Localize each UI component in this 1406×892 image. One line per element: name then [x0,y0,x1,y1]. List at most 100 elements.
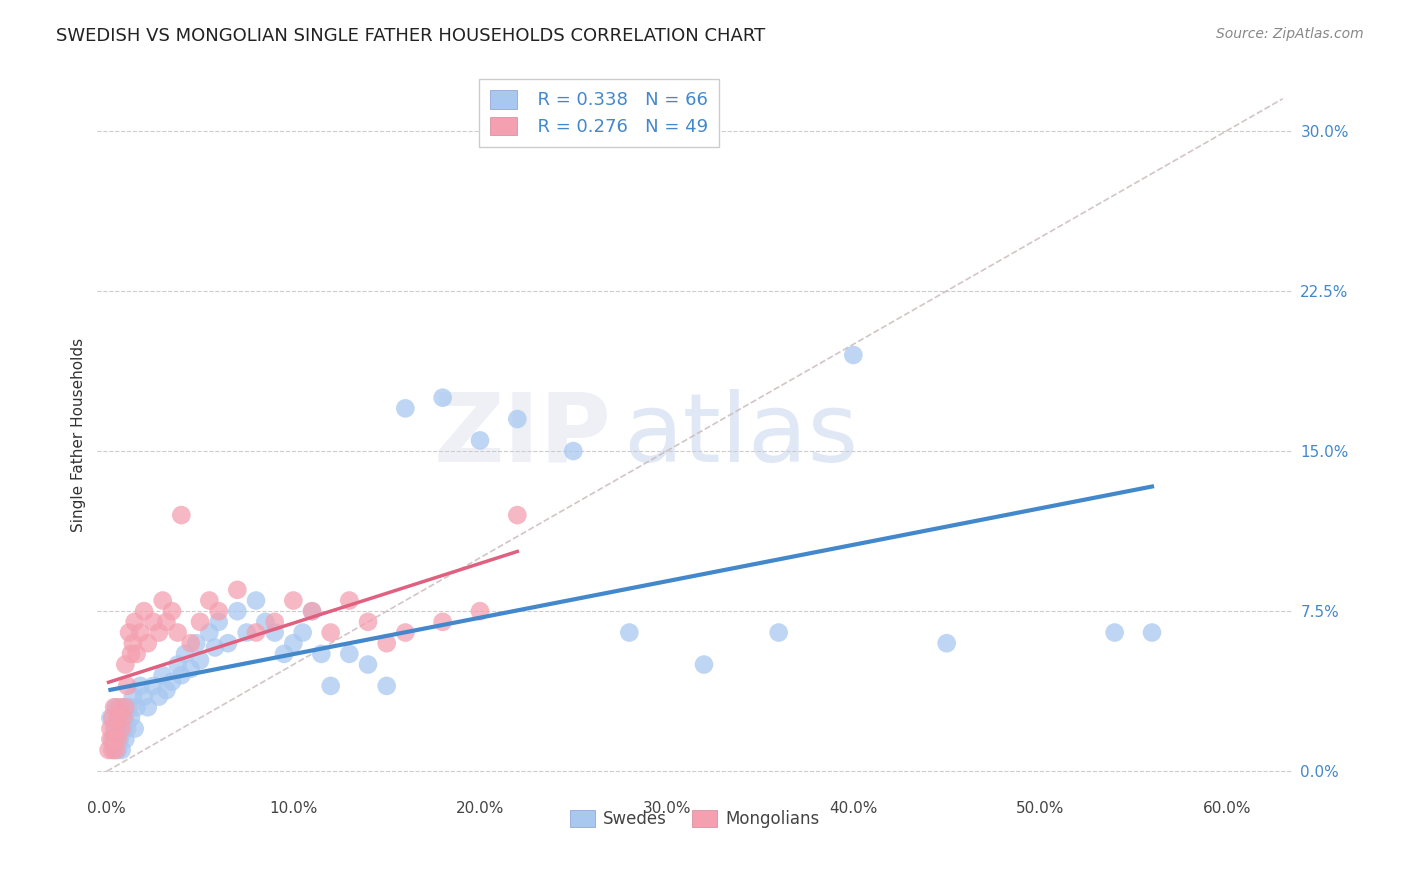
Point [112,711,135,725]
Point [101,732,124,747]
Point [432,615,454,629]
Point [273,647,295,661]
Point [180,662,202,676]
Point [204,640,226,655]
Point [112,700,135,714]
Point [562,444,585,458]
Point [103,732,125,747]
Point [112,722,135,736]
Point [468,434,491,448]
Point [124,615,146,629]
Point [319,679,342,693]
Point [110,722,132,736]
Point [125,700,148,714]
Point [208,615,231,629]
Point [148,690,170,704]
Point [110,743,132,757]
Point [394,625,416,640]
Point [155,615,177,629]
Point [152,593,174,607]
Point [693,657,716,672]
Text: atlas: atlas [623,389,858,482]
Point [115,679,138,693]
Point [208,604,231,618]
Point [935,636,957,650]
Point [114,732,136,747]
Point [337,647,360,661]
Point [506,412,529,426]
Text: Source: ZipAtlas.com: Source: ZipAtlas.com [1216,27,1364,41]
Point [1140,625,1163,640]
Point [198,625,221,640]
Point [155,683,177,698]
Point [357,615,380,629]
Point [142,679,165,693]
Point [118,625,141,640]
Point [188,653,211,667]
Point [468,604,491,618]
Point [148,625,170,640]
Point [357,657,380,672]
Point [291,625,314,640]
Point [506,508,529,522]
Point [160,674,183,689]
Point [301,604,323,618]
Point [115,722,138,736]
Point [283,593,305,607]
Point [114,700,136,714]
Point [217,636,239,650]
Point [375,679,398,693]
Point [100,711,122,725]
Point [254,615,277,629]
Point [432,391,454,405]
Point [114,711,136,725]
Point [166,625,188,640]
Point [114,657,136,672]
Point [619,625,641,640]
Point [103,743,125,757]
Point [235,625,257,640]
Point [105,722,128,736]
Point [108,732,131,747]
Y-axis label: Single Father Households: Single Father Households [72,338,86,533]
Text: SWEDISH VS MONGOLIAN SINGLE FATHER HOUSEHOLDS CORRELATION CHART: SWEDISH VS MONGOLIAN SINGLE FATHER HOUSE… [56,27,765,45]
Point [170,668,193,682]
Point [245,625,267,640]
Point [120,647,142,661]
Point [108,722,131,736]
Point [166,657,188,672]
Point [160,604,183,618]
Point [97,743,120,757]
Point [124,722,146,736]
Point [174,647,197,661]
Point [136,636,159,650]
Point [263,615,285,629]
Point [311,647,333,661]
Point [103,700,125,714]
Point [129,679,152,693]
Point [101,743,124,757]
Point [107,743,129,757]
Point [107,711,129,725]
Point [180,636,202,650]
Point [188,615,211,629]
Point [100,732,122,747]
Point [129,625,152,640]
Point [319,625,342,640]
Point [136,700,159,714]
Point [105,743,128,757]
Point [170,508,193,522]
Point [118,700,141,714]
Text: ZIP: ZIP [433,389,612,482]
Point [394,401,416,416]
Point [125,647,148,661]
Point [132,690,155,704]
Point [107,732,129,747]
Point [110,711,132,725]
Point [301,604,323,618]
Point [337,593,360,607]
Point [103,722,125,736]
Point [226,582,249,597]
Point [105,700,128,714]
Point [842,348,865,362]
